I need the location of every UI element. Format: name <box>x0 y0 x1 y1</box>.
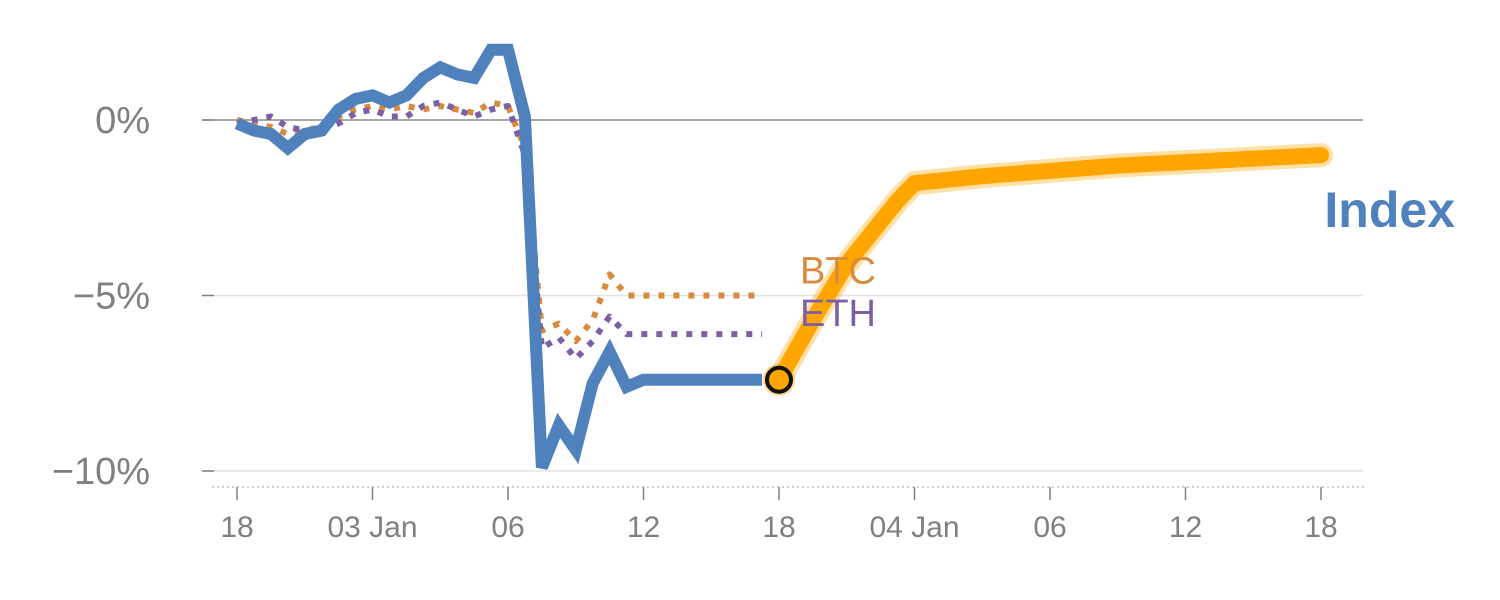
x-axis: 18 03 Jan 06 12 18 04 Jan 06 12 18 <box>212 486 1366 544</box>
x-tick-label-6: 06 <box>1033 511 1066 544</box>
series-lines <box>234 43 1333 470</box>
series-label-btc: BTC <box>800 251 876 293</box>
current-point-marker <box>763 363 795 396</box>
y-tick-label-0: 0% <box>95 100 150 142</box>
series-label-index: Index <box>1324 182 1455 238</box>
x-tick-label-2: 06 <box>491 511 524 544</box>
y-tick-label-1: −5% <box>73 276 150 318</box>
series-line-eth <box>236 99 763 362</box>
series-line-index <box>234 43 763 470</box>
series-line-projection <box>771 147 1329 388</box>
x-tick-label-7: 12 <box>1169 511 1202 544</box>
series-line-btc <box>236 99 763 345</box>
x-tick-label-3: 12 <box>627 511 660 544</box>
y-tick-label-2: −10% <box>52 451 150 493</box>
x-tick-label-8: 18 <box>1304 511 1337 544</box>
x-tick-label-4: 18 <box>762 511 795 544</box>
series-label-eth: ETH <box>800 293 876 335</box>
x-tick-label-1: 03 Jan <box>327 511 417 544</box>
marker-dot <box>765 365 793 394</box>
series-labels: BTC ETH Index <box>800 182 1455 335</box>
x-tick-label-0: 18 <box>220 511 253 544</box>
grid-lines: 0% −5% −10% <box>52 100 1363 493</box>
x-tick-label-5: 04 Jan <box>869 511 959 544</box>
